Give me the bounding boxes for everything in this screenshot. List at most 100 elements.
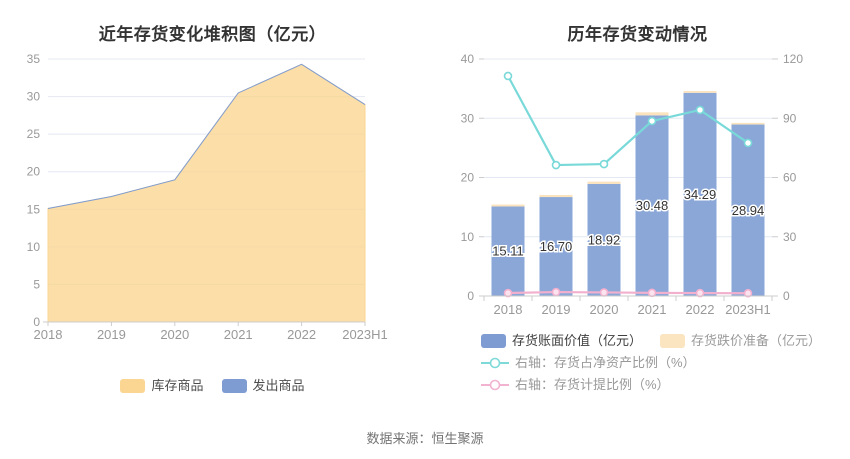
line-marker	[743, 138, 753, 148]
area-chart-title: 近年存货变化堆积图（亿元）	[98, 25, 327, 45]
line-marker	[551, 287, 561, 297]
bar-segment	[587, 181, 621, 184]
tick-label: 2020	[160, 327, 189, 342]
bar-value-label: 16.70	[540, 239, 573, 254]
bar-series	[491, 91, 765, 296]
legend-item[interactable]: 右轴：存货计提比例（%）	[481, 378, 670, 392]
bar-legend-swatch	[221, 379, 247, 393]
line-右轴：存货计提比例（%）	[506, 290, 750, 295]
tick-label: 2019	[542, 302, 571, 317]
legend-row: 右轴：存货计提比例（%）	[481, 378, 821, 392]
tick-label: 20	[27, 165, 41, 179]
tick-label: 0	[783, 289, 790, 303]
tick-label: 2020	[590, 302, 619, 317]
line-legend-icon	[481, 379, 509, 391]
bar-value-label: 28.94	[732, 203, 765, 218]
legend-row: 存货账面价值（亿元） 存货跌价准备（亿元）	[481, 334, 821, 348]
line-legend-icon	[481, 357, 509, 369]
tick-label: 0	[33, 315, 40, 329]
bar-segment	[731, 122, 765, 125]
tick-label: 2022	[686, 302, 715, 317]
line-marker	[503, 71, 513, 81]
bar-segment	[491, 206, 525, 296]
legend-item-label: 存货跌价准备（亿元）	[691, 333, 822, 348]
bar-segment	[539, 194, 573, 198]
tick-label: 10	[27, 240, 41, 254]
area-chart-plot: 0 5 10 15 20 25 30 35 2018 2019 2020 2021 2022 2023H1	[27, 52, 388, 342]
bar-segment	[683, 91, 717, 93]
combo-chart-plot: 0 10 20 30 40 0 30 60 90 120 15.11 16.70 18.92 30.48 3…	[461, 52, 804, 317]
tick-label: 5	[33, 277, 40, 291]
tick-label: 15	[27, 202, 41, 216]
bar-value-label: 15.11	[492, 244, 524, 259]
legend-item-label: 右轴：存货计提比例（%）	[515, 377, 670, 392]
stacked-area-series	[47, 63, 366, 323]
line-marker	[695, 105, 705, 115]
legend-item[interactable]: 存货账面价值（亿元）	[481, 334, 642, 348]
legend-item[interactable]: 右轴：存货占净资产比例（%）	[481, 356, 696, 370]
tick-label: 2021	[224, 327, 253, 342]
legend-row: 右轴：存货占净资产比例（%）	[481, 356, 821, 370]
combo-chart-title: 历年存货变动情况	[567, 25, 708, 45]
bar-segment	[587, 183, 621, 296]
legend-item[interactable]: 库存商品	[120, 378, 204, 393]
area-库存商品	[47, 63, 366, 323]
tick-label: 2018	[494, 302, 523, 317]
tick-label: 35	[27, 52, 41, 66]
bar-value-label: 18.92	[588, 232, 621, 247]
tick-label: 2019	[97, 327, 126, 342]
bar-segment	[731, 124, 765, 296]
bar-value-label: 34.29	[684, 187, 717, 202]
bar-legend-swatch	[660, 334, 686, 348]
tick-label: 120	[783, 52, 803, 66]
line-marker	[647, 288, 657, 298]
bar-legend-swatch	[120, 379, 146, 393]
bar-segment	[539, 197, 573, 296]
bar-segment	[635, 112, 669, 116]
tick-label: 2018	[34, 327, 63, 342]
line-marker	[599, 288, 609, 297]
legend-item-label: 发出商品	[252, 378, 305, 393]
tick-label: 2022	[287, 327, 316, 342]
legend-item-label: 存货账面价值（亿元）	[512, 333, 643, 348]
tick-label: 10	[461, 230, 475, 244]
line-marker	[503, 288, 513, 298]
bar-value-labels: 15.11 16.70 18.92 30.48 34.29 28.94	[491, 185, 766, 260]
bar-segment	[635, 115, 669, 296]
combo-chart-legend: 存货账面价值（亿元） 存货跌价准备（亿元） 右轴：存货占净资产比例（%） 右轴：存货计…	[481, 334, 821, 392]
line-marker	[599, 159, 609, 169]
legend-item[interactable]: 存货跌价准备（亿元）	[660, 334, 821, 348]
line-marker	[551, 160, 561, 170]
tick-label: 60	[783, 171, 797, 185]
x-axis: 2018 2019 2020 2021 2022 2023H1	[34, 321, 388, 342]
x-axis: 2018 2019 2020 2021 2022 2023H1	[479, 295, 778, 317]
bar-segment	[491, 204, 525, 207]
legend-item[interactable]: 发出商品	[221, 378, 305, 393]
tick-label: 2023H1	[342, 327, 388, 342]
tick-label: 90	[783, 111, 797, 125]
line-marker	[695, 288, 705, 298]
tick-label: 30	[27, 90, 41, 104]
line-marker	[647, 116, 657, 126]
tick-label: 40	[461, 52, 475, 66]
tick-label: 30	[461, 111, 475, 125]
data-source-note: 数据来源：恒生聚源	[366, 431, 484, 446]
tick-label: 2023H1	[725, 302, 771, 317]
area-chart-panel: 近年存货变化堆积图（亿元） 0 5 10 15 20 25 30 35 2018 2019 2020…	[0, 25, 425, 393]
tick-label: 2021	[638, 302, 667, 317]
legend-item-label: 库存商品	[151, 378, 204, 393]
combo-chart-panel: 历年存货变动情况 0 10 20 30 40 0 30 60 90 120 15.11 16.70 18…	[425, 0, 850, 459]
legend-item-label: 右轴：存货占净资产比例（%）	[515, 355, 696, 370]
bar-value-label: 30.48	[636, 198, 669, 213]
bar-segment	[683, 92, 717, 296]
bar-legend-swatch	[481, 334, 506, 348]
area-chart-legend: 库存商品 发出商品	[0, 379, 425, 393]
tick-label: 0	[467, 289, 474, 303]
tick-label: 25	[27, 127, 41, 141]
tick-label: 30	[783, 230, 797, 244]
line-series	[503, 71, 753, 298]
tick-label: 20	[461, 171, 475, 185]
line-右轴：存货占净资产比例（%）	[506, 74, 750, 167]
line-marker	[743, 288, 753, 298]
